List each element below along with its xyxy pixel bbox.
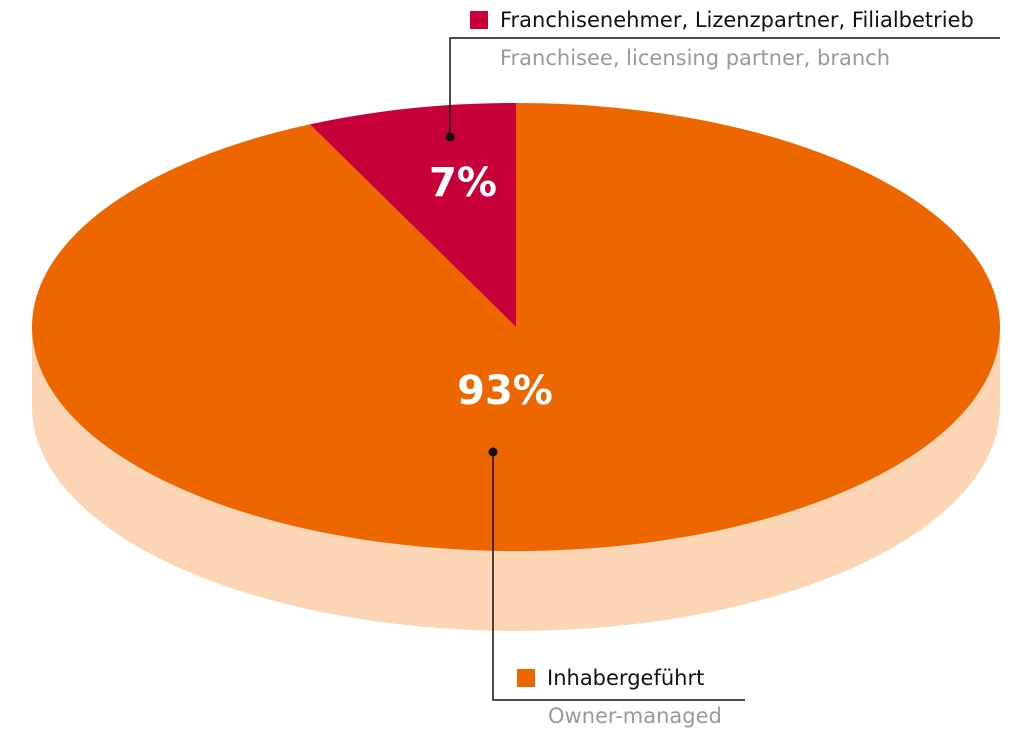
pie: 93% 7% xyxy=(31,103,1000,631)
pie-side xyxy=(32,327,1000,631)
pie-slice xyxy=(309,103,516,327)
leader-dot xyxy=(445,132,455,142)
legend-translation: Owner-managed xyxy=(548,704,722,728)
legend-swatch xyxy=(470,11,488,29)
legend-label: Inhabergeführt xyxy=(547,666,704,690)
leader-line xyxy=(492,452,745,701)
legend-translation: Franchisee, licensing partner, branch xyxy=(500,46,890,70)
leader-line xyxy=(449,37,1000,137)
pie-slice xyxy=(31,103,1000,551)
value-label: 7% xyxy=(429,160,497,206)
value-label: 93% xyxy=(457,368,553,414)
legend-label: Franchisenehmer, Lizenzpartner, Filialbe… xyxy=(500,8,974,32)
leader-dot xyxy=(488,447,498,457)
legend-swatch xyxy=(517,669,535,687)
